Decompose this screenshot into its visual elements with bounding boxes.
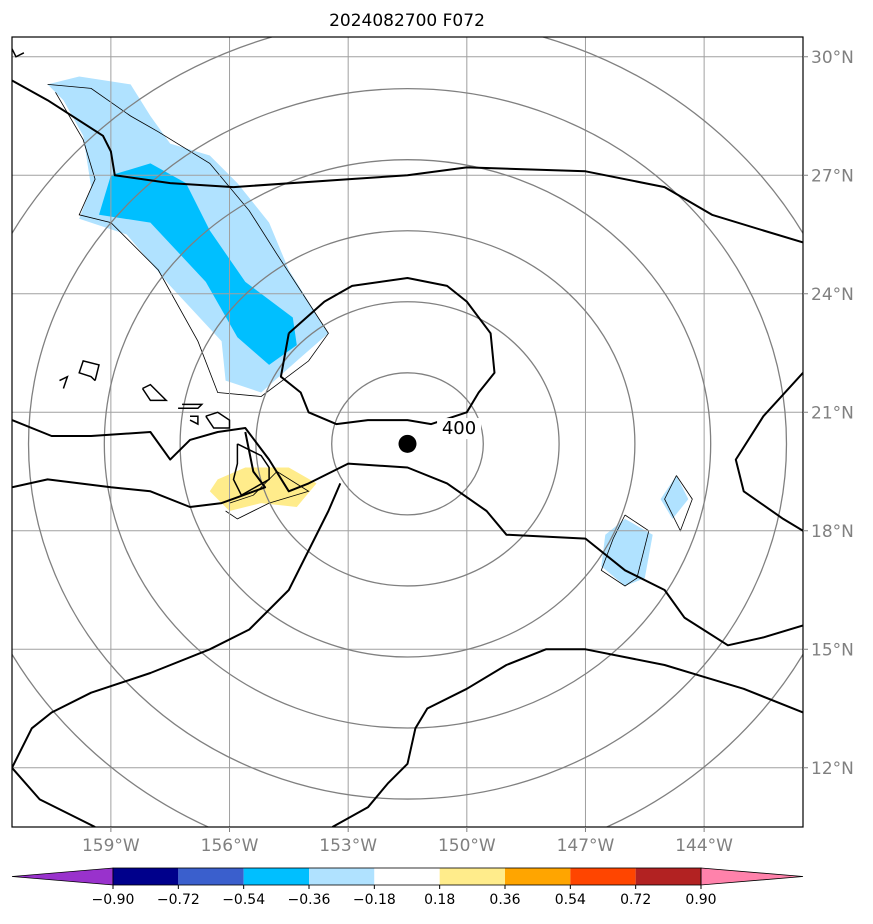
coastline-4 — [178, 403, 204, 410]
x-tick-label: 144°W — [675, 836, 733, 856]
plot-layer: 400 — [12, 37, 803, 827]
colorbar-segment — [309, 868, 375, 885]
range-ring — [27, 87, 788, 800]
colorbar-tick-label: 0.18 — [424, 892, 455, 908]
colorbar-tick-label: 0.90 — [685, 892, 716, 908]
chart-title: 2024082700 F072 — [329, 11, 485, 31]
colorbar-tick-label: −0.72 — [157, 892, 200, 908]
colorbar-tick-label: 0.72 — [620, 892, 651, 908]
colorbar-segment — [243, 868, 309, 885]
x-axis: 159°W 156°W 153°W 150°W 147°W 144°W — [82, 827, 733, 856]
colorbar-segment — [570, 868, 636, 885]
colorbar-extend-low — [11, 867, 114, 886]
height-contour-7 — [734, 372, 803, 532]
filled-region-negative-patch-east-small — [660, 475, 689, 519]
height-contour-2 — [12, 419, 803, 647]
height-contour-1 — [12, 79, 803, 244]
x-tick-label: 159°W — [82, 836, 140, 856]
range-ring — [331, 372, 484, 516]
x-tick-label: 150°W — [438, 836, 496, 856]
gridlines — [12, 37, 803, 827]
height-contours — [12, 79, 803, 827]
colorbar-segment — [635, 868, 701, 885]
x-tick-label: 153°W — [319, 836, 377, 856]
thin-contour-3 — [225, 470, 310, 520]
y-tick-label: 21°N — [811, 403, 854, 423]
colorbar-tick-label: 0.36 — [489, 892, 520, 908]
filled-region-negative-patch-east — [601, 518, 653, 586]
height-contour-6 — [331, 648, 803, 827]
range-ring — [255, 301, 560, 587]
height-contour-4 — [12, 483, 342, 769]
contour-label-background — [437, 418, 482, 440]
colorbar-segment — [505, 868, 571, 885]
plot-frame — [11, 36, 804, 828]
coastline-2 — [59, 375, 69, 389]
filled-region-negative-core-northwest — [99, 163, 297, 365]
coastlines — [12, 48, 270, 497]
y-tick-label: 18°N — [811, 522, 854, 542]
coastline-5 — [189, 415, 199, 426]
range-ring — [103, 159, 712, 729]
y-tick-label: 12°N — [811, 759, 854, 779]
height-contour-5 — [12, 767, 96, 827]
colorbar-tick-label: −0.36 — [288, 892, 331, 908]
colorbar: −0.90 −0.72 −0.54 −0.36 −0.18 0.18 0.36 0.54 0.7… — [11, 867, 804, 908]
colorbar-segment — [113, 868, 179, 885]
y-tick-label: 24°N — [811, 285, 854, 305]
colorbar-tick-label: −0.90 — [92, 892, 135, 908]
x-tick-label: 156°W — [201, 836, 259, 856]
colorbar-segment — [178, 868, 244, 885]
coastline-3 — [141, 383, 169, 402]
colorbar-tick-label: 0.54 — [555, 892, 586, 908]
center-marker — [398, 434, 417, 453]
filled-region-positive-patch-hawaii — [209, 467, 317, 511]
y-tick-label: 15°N — [811, 640, 854, 660]
colorbar-frame — [112, 867, 702, 886]
range-ring — [179, 230, 636, 658]
coastline-1 — [78, 360, 100, 382]
contour-label: 400 — [442, 418, 476, 439]
colorbar-extend-high — [700, 867, 804, 886]
colorbar-segment — [374, 868, 440, 885]
colorbar-segment — [439, 868, 505, 885]
y-axis: 12°N 15°N 18°N 21°N 24°N 27°N 30°N — [803, 48, 854, 779]
coastline-0 — [12, 48, 25, 58]
x-tick-label: 147°W — [557, 836, 615, 856]
coastline-7 — [232, 443, 270, 497]
coastline-6 — [205, 411, 231, 429]
height-contour-0 — [279, 277, 496, 426]
height-contour-3 — [12, 431, 267, 508]
colorbar-tick-label: −0.18 — [353, 892, 396, 908]
colorbar-tick-label: −0.54 — [222, 892, 265, 908]
filled-regions — [47, 76, 689, 586]
y-tick-label: 27°N — [811, 166, 854, 186]
y-tick-label: 30°N — [811, 48, 854, 68]
range-rings — [12, 37, 803, 827]
